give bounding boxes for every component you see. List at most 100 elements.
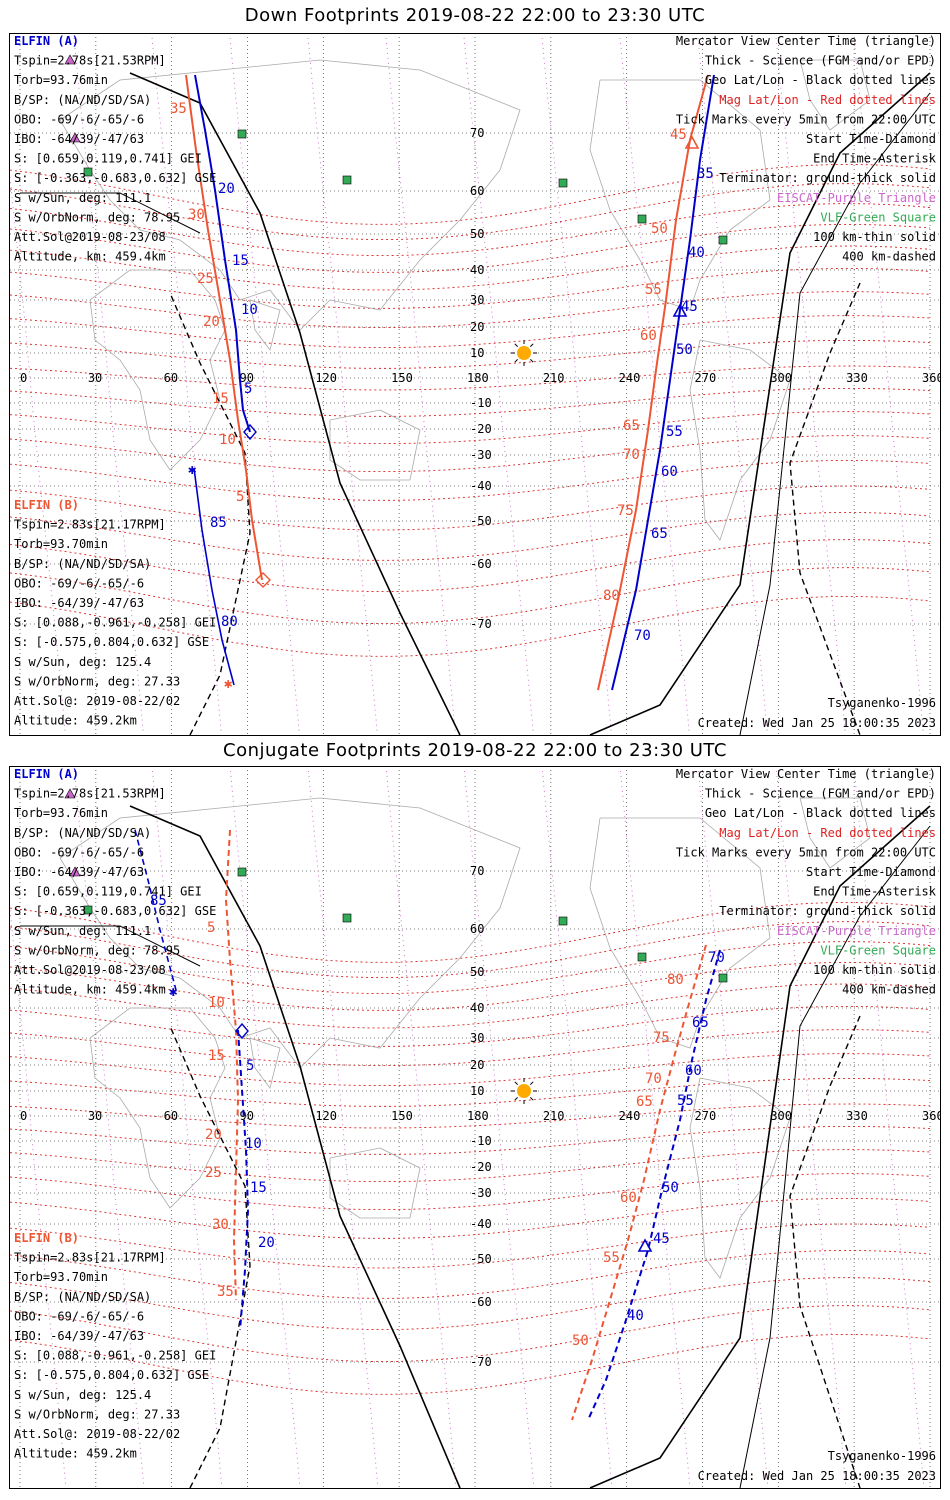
legend-line: End Time-Asterisk (813, 885, 937, 899)
elfin-b-tick-label: 10 (219, 432, 236, 448)
sun-icon (517, 346, 531, 360)
lat-tick-label: -50 (470, 1252, 492, 1266)
elfin-b-info: S: [-0.575,0.804,0.632] GSE (14, 635, 209, 649)
vlf-square-icon (558, 916, 568, 926)
vlf-square-icon (637, 952, 647, 962)
elfin-b-info: Tspin=2.83s[21.17RPM] (14, 1251, 166, 1265)
mag-lon-line (73, 767, 145, 1487)
elfin-a-tick-label: 45 (681, 299, 698, 315)
lat-tick-label: 50 (470, 227, 484, 241)
center-triangle-icon (684, 135, 700, 149)
legend-line: Mag Lat/Lon - Red dotted lines (719, 93, 936, 107)
elfin-b-tick-label: 50 (651, 221, 668, 237)
eiscat-triangle-icon (69, 866, 81, 877)
sun-ray (514, 359, 518, 363)
lat-tick-label: -70 (470, 1355, 492, 1369)
elfin-b-info: B/SP: (NA/ND/SD/SA) (14, 1290, 151, 1304)
elfin-b-track (224, 829, 240, 1301)
elfin-b-header: ELFIN (B) (14, 1231, 79, 1245)
panel-1: 0 30 60 90 120 150 180 210 240 270 300 330 360 70 60 50… (9, 33, 941, 736)
legend-line: Terminator: ground-thick solid (719, 904, 936, 918)
elfin-b-info: Tspin=2.83s[21.17RPM] (14, 518, 166, 532)
elfin-a-info: Tspin=2.78s[21.53RPM] (14, 787, 166, 801)
lat-tick-label: -40 (470, 1217, 492, 1231)
elfin-b-info: S w/Sun, deg: 125.4 (14, 1388, 151, 1402)
legend-line: EISCAT-Purple Triangle (777, 924, 936, 938)
legend-line: Thick - Science (FGM and/or EPD) (705, 787, 936, 801)
elfin-a-tick-label: 20 (258, 1235, 275, 1251)
legend-line: Geo Lat/Lon - Black dotted lines (705, 806, 936, 820)
lon-tick-label: 60 (164, 1109, 178, 1123)
elfin-b-header: ELFIN (B) (14, 498, 79, 512)
elfin-a-info: S w/OrbNorm, deg: 78.95 (14, 210, 180, 224)
lon-tick-label: 120 (315, 371, 337, 385)
vlf-square-icon (237, 867, 247, 877)
mag-lat-line (10, 595, 931, 657)
lon-tick-label: 240 (619, 371, 641, 385)
lon-tick-label: 210 (543, 1109, 565, 1123)
start-diamond-icon (243, 423, 257, 441)
continent-outline (89, 1007, 226, 1209)
end-asterisk-icon: ✱ (169, 984, 178, 1000)
sun-ray (530, 343, 534, 347)
elfin-a-tick-label: 5 (246, 1058, 254, 1074)
elfin-a-tick-label: 10 (245, 1136, 262, 1152)
mag-lat-line (10, 411, 931, 445)
mag-lat-line (10, 1277, 931, 1331)
elfin-b-tick-label: 65 (623, 418, 640, 434)
mag-lat-line (10, 387, 931, 417)
legend-line: Mag Lat/Lon - Red dotted lines (719, 826, 936, 840)
legend-line: Start Time-Diamond (806, 865, 936, 879)
elfin-a-header: ELFIN (A) (14, 34, 79, 48)
elfin-a-track (134, 829, 177, 991)
legend-line: 400 km-dashed (842, 983, 936, 997)
elfin-a-tick-label: 5 (244, 381, 252, 397)
sun-ray (530, 1081, 534, 1085)
elfin-b-tick-label: 55 (603, 1250, 620, 1266)
elfin-b-info: IBO: -64/39/-47/63 (14, 596, 144, 610)
mag-lon-line (463, 767, 535, 1487)
elfin-b-tick-label: 10 (208, 995, 225, 1011)
elfin-b-tick-label: 80 (667, 972, 684, 988)
legend-line: 100 km-thin solid (813, 963, 936, 977)
elfin-b-info: IBO: -64/39/-47/63 (14, 1329, 144, 1343)
elfin-a-info: Att.Sol@2019-08-23/08 (14, 963, 166, 977)
lat-tick-label: -30 (470, 448, 492, 462)
lat-tick-label: 10 (470, 346, 484, 360)
legend-line: Thick - Science (FGM and/or EPD) (705, 54, 936, 68)
elfin-a-tick-label: 80 (221, 614, 238, 630)
elfin-a-tick-label: 70 (634, 628, 651, 644)
lon-tick-label: 330 (846, 1109, 868, 1123)
elfin-b-info: B/SP: (NA/ND/SD/SA) (14, 557, 151, 571)
elfin-a-tick-label: 20 (218, 181, 235, 197)
legend-line: VLF-Green Square (820, 943, 936, 957)
lon-tick-label: 150 (391, 1109, 413, 1123)
mag-lat-line (10, 539, 931, 593)
continent-outline (589, 79, 771, 311)
lon-tick-label: 30 (88, 371, 102, 385)
elfin-b-tick-label: 30 (188, 207, 205, 223)
continent-outline (329, 409, 421, 481)
sun-ray (514, 343, 518, 347)
elfin-a-tick-label: 55 (666, 424, 683, 440)
elfin-b-tick-label: 70 (645, 1071, 662, 1087)
lon-tick-label: 60 (164, 371, 178, 385)
mag-lat-line (10, 245, 931, 291)
elfin-a-tick-label: 15 (232, 253, 249, 269)
terminator-100km (20, 925, 201, 967)
elfin-a-header: ELFIN (A) (14, 767, 79, 781)
footer-model: Tsyganenko-1996 (828, 1449, 936, 1463)
vlf-square-icon (83, 167, 93, 177)
elfin-b-info: Torb=93.70min (14, 537, 108, 551)
lat-tick-label: 30 (470, 293, 484, 307)
elfin-b-info: Att.Sol@: 2019-08-22/02 (14, 1427, 180, 1441)
mag-lat-line (10, 1149, 931, 1183)
continent-outline (689, 1077, 791, 1279)
legend-line: End Time-Asterisk (813, 152, 937, 166)
elfin-a-tick-label: 85 (150, 893, 167, 909)
elfin-a-info: S: [-0.363,-0.683,0.632] GSE (14, 171, 216, 185)
mag-lat-line (10, 1305, 931, 1363)
elfin-b-info: S w/OrbNorm, deg: 27.33 (14, 1407, 180, 1421)
elfin-a-info: S: [0.659,0.119,0.741] GEI (14, 152, 202, 166)
elfin-a-info: OBO: -69/-6/-65/-6 (14, 112, 144, 126)
